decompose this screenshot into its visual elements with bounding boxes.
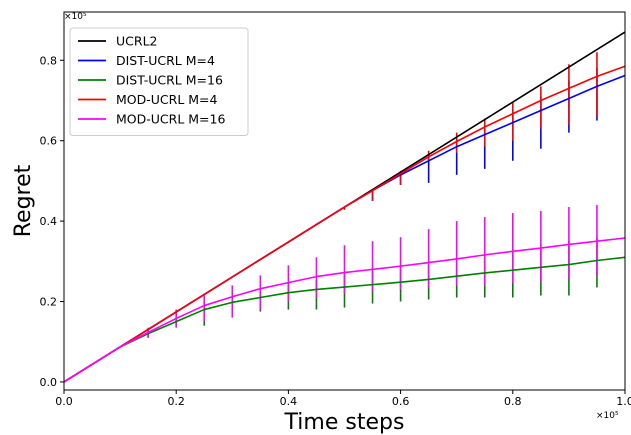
x-tick-label: 0.6	[392, 395, 410, 408]
x-tick-label: 0.0	[55, 395, 73, 408]
legend-label: DIST-UCRL M=16	[116, 73, 223, 88]
y-tick-label: 0.2	[40, 296, 58, 309]
y-tick-label: 0.8	[40, 54, 58, 67]
x-axis-offset-text: ×10⁵	[596, 411, 619, 421]
y-tick-label: 0.0	[40, 376, 58, 389]
series-line	[63, 256, 626, 383]
legend-label: MOD-UCRL M=16	[116, 112, 225, 127]
x-tick-label: 1.0	[616, 395, 631, 408]
series-line	[63, 237, 626, 383]
x-tick-label: 0.4	[280, 395, 298, 408]
x-tick-label: 0.2	[167, 395, 185, 408]
legend: UCRL2 DIST-UCRL M=4 DIST-UCRL M=16 MOD-UCRL…	[69, 27, 249, 136]
axis-ticks: 0.0 0.2 0.4 0.6 0.8 1.0 0.0 0.2 0.4 0.6 0.8	[40, 54, 631, 408]
y-axis-title: Regret	[11, 164, 36, 237]
x-tick-label: 0.8	[504, 395, 522, 408]
legend-box	[69, 27, 249, 136]
series-line	[63, 65, 626, 383]
y-tick-label: 0.6	[40, 135, 58, 148]
y-axis-offset-text: ×10⁵	[64, 12, 87, 22]
legend-label: MOD-UCRL M=4	[116, 92, 218, 107]
legend-label: UCRL2	[116, 34, 157, 49]
x-axis-title: Time steps	[284, 410, 405, 435]
plot-frame	[63, 11, 626, 391]
legend-label: DIST-UCRL M=4	[116, 53, 215, 68]
plot-area	[63, 31, 626, 383]
y-tick-label: 0.4	[40, 215, 58, 228]
